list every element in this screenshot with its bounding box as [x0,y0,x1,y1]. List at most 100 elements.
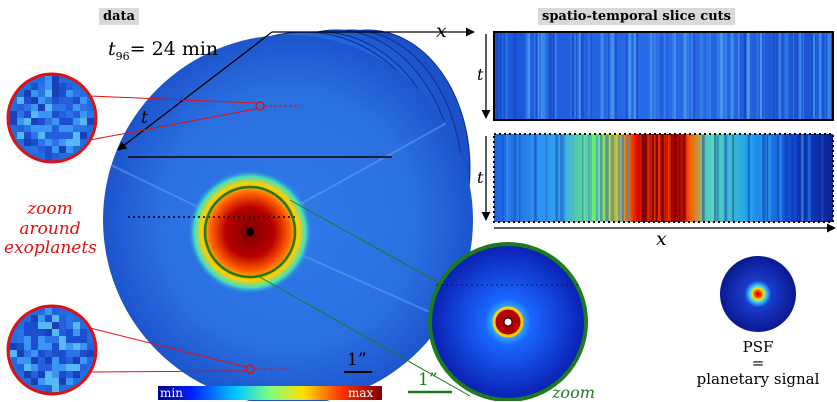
slice-streak [577,33,579,119]
zoom-label: zoom [552,383,595,402]
noise-pixel [17,364,24,371]
noise-pixel [17,329,24,336]
slice-streak [540,33,544,119]
noise-pixel [45,350,52,357]
slice-streak [717,135,719,221]
slice-streak [723,135,727,221]
slice-streak [625,135,627,221]
zoom-inset-top [6,72,257,164]
zoom-exoplanets-line2: around [19,218,81,239]
slice-streak [581,33,584,119]
noise-pixel [24,97,31,104]
noise-pixel [38,146,45,153]
slice-streak [702,135,705,221]
slice-streak [604,135,608,221]
slice-streak [532,135,535,221]
noise-pixel [52,97,59,104]
slice-streak [571,33,574,119]
slice-streak [821,135,824,221]
slice-streak [817,33,820,119]
slice-streak [820,135,823,221]
noise-pixel [66,371,73,378]
slice-streak [555,135,559,221]
noise-pixel [38,90,45,97]
slice-streak [714,135,717,221]
slice-streak [534,135,537,221]
slice-streak [527,33,531,119]
slice-streak [762,135,765,221]
slice-streak [714,135,716,221]
noise-pixel [66,336,73,343]
slice-streak [684,33,687,119]
noise-pixel [45,125,52,132]
slice-streak [702,135,705,221]
noise-pixel [52,104,59,111]
noise-pixel [52,90,59,97]
slice-streak [704,135,707,221]
slice-streak [607,135,609,221]
slice-streak [566,135,570,221]
noise-pixel [73,371,80,378]
noise-pixel [66,97,73,104]
noise-pixel [59,350,66,357]
slice-streak [611,135,614,221]
noise-pixel [52,76,59,83]
noise-pixel [31,146,38,153]
slice-streak [653,33,656,119]
noise-pixel [31,329,38,336]
slice-streak [800,135,804,221]
slice-streak [611,33,615,119]
x-axis-label-bottom: x [656,228,667,250]
noise-pixel [24,90,31,97]
noise-pixel [66,132,73,139]
x-axis-label-top: x [436,20,447,42]
noise-pixel [17,350,24,357]
noise-pixel [52,343,59,350]
t-axis-label-slice-top: t [477,65,484,84]
noise-pixel [10,350,17,357]
noise-pixel [38,132,45,139]
slice-streak [552,33,556,119]
noise-pixel [38,104,45,111]
slice-streak [797,135,800,221]
slice-streak [601,33,604,119]
noise-pixel [31,125,38,132]
slice-streak [501,135,504,221]
noise-pixel [45,336,52,343]
noise-pixel [31,315,38,322]
noise-pixel [80,364,87,371]
noise-pixel [24,139,31,146]
slice-streak [784,135,786,221]
slice-streak [600,135,603,221]
noise-pixel [73,364,80,371]
slice-streak [653,135,656,221]
noise-pixel [66,90,73,97]
noise-pixel [10,118,17,125]
time-label: t96= 24 min [108,40,218,62]
noise-pixel [73,329,80,336]
noise-pixel [31,97,38,104]
noise-pixel [66,146,73,153]
slice-streak [509,135,511,221]
slice-streak [796,135,799,221]
slice-streak [786,33,789,119]
noise-pixel [45,378,52,385]
noise-pixel [66,357,73,364]
noise-pixel [59,111,66,118]
noise-pixel [52,322,59,329]
noise-pixel [38,371,45,378]
slice-streak [724,135,728,221]
noise-pixel [52,146,59,153]
noise-pixel [24,104,31,111]
slice-streak [749,33,752,119]
slice-streak [717,135,721,221]
noise-pixel [45,308,52,315]
noise-pixel [87,111,94,118]
slice-streak [621,135,624,221]
slice-streak [758,33,761,119]
noise-pixel [52,83,59,90]
noise-pixel [38,364,45,371]
slice-streak [683,33,686,119]
slice-streak [800,135,804,221]
noise-pixel [38,343,45,350]
